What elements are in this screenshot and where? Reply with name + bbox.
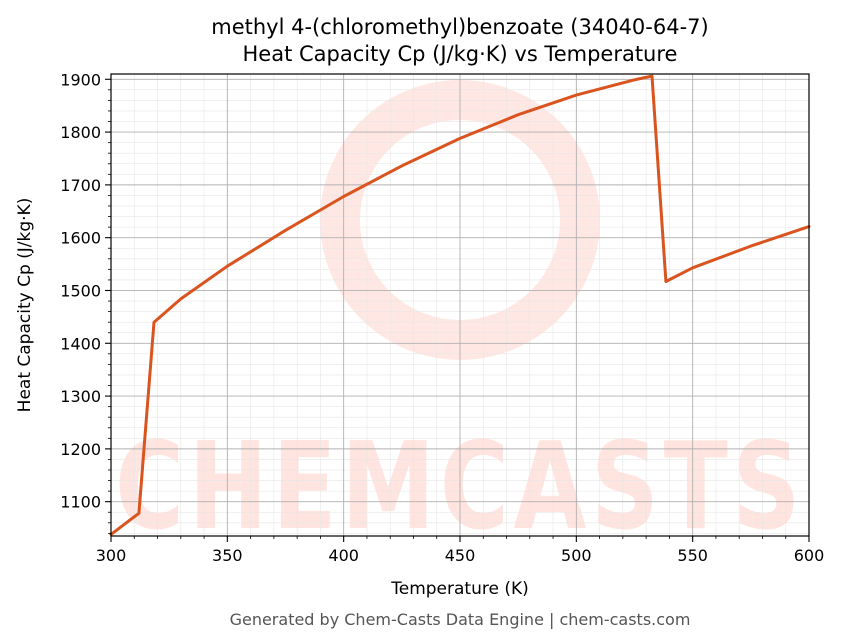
- x-tick-label: 550: [677, 546, 708, 565]
- x-tick-label: 350: [212, 546, 243, 565]
- x-tick-label: 600: [794, 546, 825, 565]
- watermark-text: CHEMCASTS: [115, 418, 805, 557]
- y-tick-label: 1900: [60, 70, 101, 89]
- y-axis-label: Heat Capacity Cp (J/kg·K): [15, 198, 35, 413]
- x-tick-label: 300: [96, 546, 127, 565]
- tick-marks: [105, 78, 810, 542]
- y-tick-labels: 1100 1200 1300 1400 1500 1600 1700 1800 1900: [60, 70, 101, 511]
- x-tick-label: 450: [445, 546, 476, 565]
- y-tick-label: 1700: [60, 176, 101, 195]
- y-tick-label: 1200: [60, 440, 101, 459]
- y-tick-label: 1600: [60, 229, 101, 248]
- footer-credit: Generated by Chem-Casts Data Engine | ch…: [230, 610, 691, 629]
- series-line: [109, 74, 811, 536]
- y-tick-label: 1100: [60, 493, 101, 512]
- x-tick-label: 500: [561, 546, 592, 565]
- y-tick-label: 1800: [60, 123, 101, 142]
- x-axis-label: Temperature (K): [390, 579, 529, 599]
- chart-title-line1: methyl 4-(chloromethyl)benzoate (34040-6…: [211, 15, 708, 39]
- x-tick-label: 400: [328, 546, 359, 565]
- y-tick-label: 1400: [60, 334, 101, 353]
- y-tick-label: 1500: [60, 281, 101, 300]
- series-layer: [109, 74, 811, 536]
- y-tick-label: 1300: [60, 387, 101, 406]
- x-tick-labels: 300 350 400 450 500 550 600: [96, 546, 825, 565]
- chart-title-line2: Heat Capacity Cp (J/kg·K) vs Temperature: [243, 42, 678, 66]
